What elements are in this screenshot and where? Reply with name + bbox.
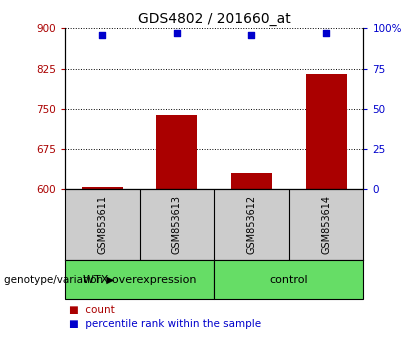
Text: GSM853612: GSM853612 bbox=[247, 195, 257, 255]
Text: ■  percentile rank within the sample: ■ percentile rank within the sample bbox=[69, 319, 261, 329]
Text: WTX overexpression: WTX overexpression bbox=[83, 275, 197, 285]
Title: GDS4802 / 201660_at: GDS4802 / 201660_at bbox=[138, 12, 291, 26]
Text: genotype/variation ▶: genotype/variation ▶ bbox=[4, 275, 115, 285]
Point bbox=[173, 30, 180, 36]
Bar bbox=[156, 115, 197, 189]
Bar bbox=[231, 173, 272, 189]
Text: control: control bbox=[270, 275, 308, 285]
Bar bbox=[214, 260, 363, 299]
Point bbox=[323, 30, 329, 36]
Text: GSM853611: GSM853611 bbox=[97, 195, 108, 254]
Text: ■  count: ■ count bbox=[69, 305, 115, 315]
Bar bbox=[65, 260, 214, 299]
Text: GSM853613: GSM853613 bbox=[172, 195, 182, 254]
Bar bbox=[82, 187, 123, 189]
Point bbox=[99, 32, 106, 38]
Bar bbox=[305, 74, 346, 189]
Point bbox=[248, 32, 255, 38]
Text: GSM853614: GSM853614 bbox=[321, 195, 331, 254]
